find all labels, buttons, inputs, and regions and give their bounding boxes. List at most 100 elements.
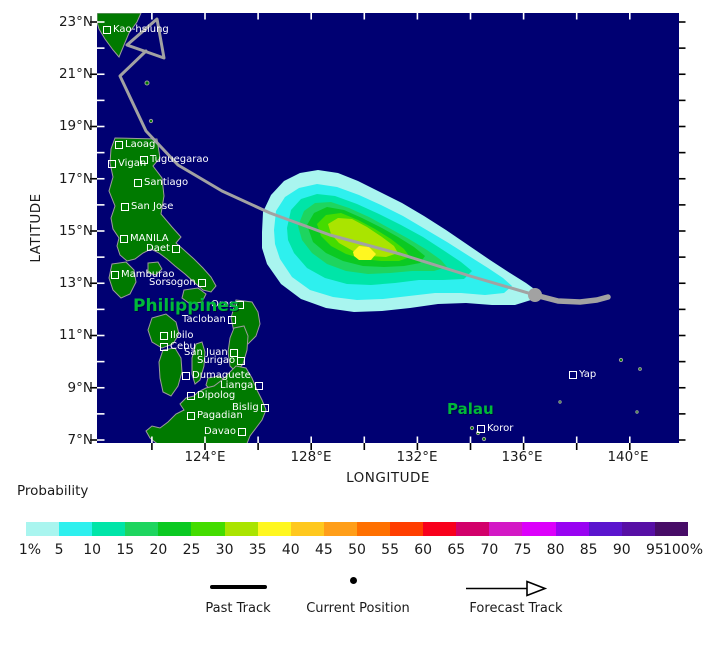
colorbar-tick-label: 60 — [414, 542, 433, 558]
lat-tick-label: 19°N — [58, 118, 93, 134]
colorbar-segment — [621, 522, 655, 536]
colorbar-tick-label: 35 — [248, 542, 267, 558]
lat-tick-label: 21°N — [58, 66, 93, 82]
city-name: Cebu — [170, 341, 196, 352]
city-label: Iloilo — [160, 331, 194, 341]
colorbar-tick-label: 80 — [546, 542, 565, 558]
forecast-track-label: Forecast Track — [469, 601, 563, 616]
past-track-icon — [210, 585, 267, 589]
colorbar-tick-label: 85 — [579, 542, 598, 558]
city-name: Tuguegarao — [150, 154, 209, 165]
city-name: Surigao — [197, 355, 236, 366]
forecast-arrowhead-icon — [125, 17, 166, 60]
city-label: Yap — [569, 370, 596, 380]
colorbar-segment — [489, 522, 523, 536]
city-name: Laoag — [125, 139, 156, 150]
city-marker-icon — [197, 279, 206, 287]
city-marker-icon — [477, 425, 485, 433]
land-taiwan — [97, 13, 142, 58]
lon-tick-label: 136°E — [501, 449, 543, 465]
plume-contour-35pct — [353, 246, 376, 260]
colorbar-segment — [92, 522, 126, 536]
city-marker-icon — [171, 245, 180, 253]
colorbar-segment — [390, 522, 424, 536]
land-masbate — [181, 287, 207, 305]
city-name: Dumaguete — [192, 370, 251, 381]
city-marker-icon — [111, 271, 119, 279]
island-dot — [144, 80, 150, 86]
city-name: MANILA — [130, 233, 169, 244]
colorbar-segment — [59, 522, 93, 536]
colorbar-segment — [290, 522, 324, 536]
city-marker-icon — [121, 203, 129, 211]
colorbar-tick-label: 45 — [314, 542, 333, 558]
colorbar-tick-label: 15 — [116, 542, 135, 558]
city-name: Mamburao — [121, 269, 175, 280]
city-marker-icon — [227, 316, 236, 324]
lat-tick-label: 13°N — [58, 275, 93, 291]
colorbar-tick-label: 5 — [54, 542, 64, 558]
city-name: San Juan — [184, 347, 228, 358]
city-name: Kao-hsiung — [113, 24, 169, 35]
colorbar-tick-label: 25 — [182, 542, 201, 558]
colorbar-tick-label: 75 — [513, 542, 532, 558]
colorbar-segment — [555, 522, 589, 536]
city-marker-icon — [238, 428, 246, 436]
city-label: Mamburao — [111, 270, 175, 280]
colorbar-tick-label: 40 — [281, 542, 300, 558]
lat-tick-label: 7°N — [67, 432, 93, 448]
map-ticks-outside — [90, 21, 686, 450]
colorbar-segment — [522, 522, 556, 536]
past-track-line — [532, 292, 611, 305]
city-name: Bislig — [232, 402, 259, 413]
colorbar-segment — [224, 522, 258, 536]
colorbar-tick-label: 70 — [480, 542, 499, 558]
city-marker-icon — [140, 156, 148, 164]
colorbar-segment — [588, 522, 622, 536]
city-name: Iloilo — [170, 330, 194, 341]
city-marker-icon — [108, 160, 116, 168]
forecast-track-icon — [466, 580, 548, 597]
city-label: Sorsogon — [149, 278, 206, 288]
colorbar-segment — [654, 522, 688, 536]
city-label: Kao-hsiung — [103, 25, 169, 35]
city-label: Bislig — [232, 403, 269, 413]
city-label: Tuguegarao — [140, 155, 209, 165]
city-name: Lianga — [220, 380, 254, 391]
lat-tick-label: 11°N — [58, 327, 93, 343]
island-dot — [469, 425, 475, 431]
past-track-label: Past Track — [205, 601, 271, 616]
city-label: Dipolog — [187, 391, 235, 401]
latitude-axis-title: LATITUDE — [28, 193, 44, 263]
city-label: Santiago — [134, 178, 188, 188]
colorbar-segment — [423, 522, 457, 536]
city-label: Vigan — [108, 159, 146, 169]
island-dot — [481, 436, 487, 442]
storm-track — [118, 17, 611, 305]
colorbar-tick-label: 55 — [381, 542, 400, 558]
lon-tick-label: 140°E — [607, 449, 649, 465]
colorbar-segment — [26, 522, 60, 536]
city-label: Daet — [146, 244, 180, 254]
city-marker-icon — [103, 26, 111, 34]
colorbar-tick-label: 50 — [348, 542, 366, 558]
colorbar-segment — [125, 522, 159, 536]
land-marinduque — [147, 261, 163, 276]
colorbar-tick-label: 65 — [447, 542, 466, 558]
colorbar-tick-label: 95 — [645, 542, 664, 558]
city-name: Vigan — [118, 158, 147, 169]
city-name: Pagadian — [197, 410, 243, 421]
colorbar-segment — [257, 522, 291, 536]
city-label: San Jose — [121, 202, 173, 212]
lat-tick-label: 23°N — [58, 14, 93, 30]
probability-colorbar — [26, 522, 688, 536]
city-name: Tacloban — [182, 314, 226, 325]
city-label: Dumaguete — [182, 371, 251, 381]
city-marker-icon — [229, 349, 238, 357]
city-marker-icon — [182, 372, 190, 380]
lon-tick-label: 132°E — [396, 449, 438, 465]
colorbar-segment — [356, 522, 391, 536]
city-label: Laoag — [115, 140, 155, 150]
city-name: San Jose — [131, 201, 174, 212]
